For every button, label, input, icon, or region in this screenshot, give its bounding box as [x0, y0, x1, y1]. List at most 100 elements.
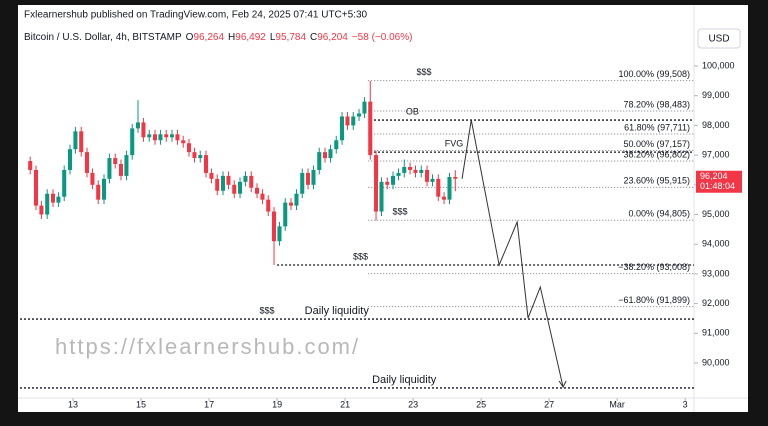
y-tick-label: 95,000	[702, 209, 730, 219]
x-tick-label: 25	[476, 399, 486, 409]
candle-body	[425, 169, 430, 182]
candle-body	[334, 140, 339, 150]
symbol: Bitcoin / U.S. Dollar, 4h, BITSTAMP	[24, 32, 182, 43]
candle-body	[175, 134, 180, 141]
level-label: $$$	[353, 251, 368, 261]
x-tick-label: 23	[408, 399, 418, 409]
candle-body	[39, 205, 44, 215]
x-tick-label: 21	[340, 399, 350, 409]
level-label: FVG	[445, 139, 464, 149]
candle-body	[408, 166, 413, 170]
candle-body	[67, 149, 73, 170]
candle-body	[62, 169, 67, 197]
fib-label: 100.00% (99,508)	[618, 69, 690, 79]
candle-body	[124, 155, 129, 176]
ohlc-value: 96,264	[193, 32, 224, 43]
candle-body	[96, 184, 101, 200]
candle-body	[158, 134, 163, 141]
x-tick-label: 3	[683, 399, 688, 409]
candle-body	[402, 166, 407, 173]
candle-body	[266, 199, 271, 212]
candle-body	[272, 211, 277, 242]
candle-body	[430, 178, 435, 182]
candle-body	[374, 155, 379, 212]
candle-body	[294, 193, 299, 206]
candle-body	[164, 134, 169, 138]
y-tick-label: 99,000	[702, 90, 730, 100]
candle-body	[192, 152, 197, 159]
candle-body	[135, 122, 141, 129]
candle-body	[317, 152, 322, 170]
candle-body	[220, 175, 226, 191]
candle-body	[147, 134, 152, 138]
candle-body	[277, 226, 282, 242]
fib-label: −61.80% (91,899)	[618, 295, 690, 305]
candle-body	[56, 196, 61, 203]
x-tick-label: Mar	[609, 399, 625, 409]
candle-body	[243, 175, 248, 182]
candle-body	[198, 155, 203, 159]
y-tick-label: 97,000	[702, 149, 730, 159]
candle-body	[33, 169, 39, 206]
price-badge-value: 96,204	[700, 171, 728, 181]
fib-label: 23.60% (95,915)	[623, 176, 690, 186]
ohlc-key: L	[270, 32, 276, 43]
candle-body	[283, 202, 288, 227]
candle-body	[362, 101, 367, 114]
watermark: https://fxlearnershub.com/	[55, 334, 360, 359]
candle-body	[50, 193, 56, 203]
ohlc-value: 96,204	[317, 32, 348, 43]
y-tick-label: 92,000	[702, 298, 730, 308]
fib-label: 78.20% (98,483)	[623, 99, 690, 109]
ohlc-key: O	[186, 32, 194, 43]
x-tick-label: 27	[544, 399, 554, 409]
x-tick-label: 13	[68, 399, 78, 409]
candle-body	[152, 134, 158, 141]
x-tick-label: 17	[204, 399, 214, 409]
fib-label: 61.80% (97,711)	[624, 122, 690, 132]
candle-body	[101, 178, 107, 200]
candle-body	[73, 131, 78, 150]
ohlc-key: C	[310, 32, 317, 43]
y-tick-label: 94,000	[702, 239, 730, 249]
candle-body	[368, 101, 373, 156]
price-badge	[696, 170, 742, 193]
candle-body	[209, 172, 214, 179]
candle-body	[118, 164, 124, 176]
fib-label: 0.00% (94,805)	[628, 209, 690, 219]
candle-body	[379, 181, 384, 212]
currency[interactable]: USD	[708, 34, 729, 45]
candle-body	[181, 140, 186, 144]
currency-button[interactable]	[697, 28, 741, 49]
candle-body	[130, 128, 135, 156]
candle-body	[385, 181, 390, 185]
candle-body	[306, 172, 311, 185]
candle-body	[232, 184, 237, 194]
candle-body	[419, 169, 424, 173]
candle-body	[215, 178, 220, 191]
candle-body	[391, 175, 396, 185]
candle-body	[436, 178, 441, 197]
candle-body	[323, 152, 328, 159]
candle-body	[169, 134, 175, 138]
fib-label: 38.20% (96,802)	[623, 149, 690, 159]
ohlc-value: 96,492	[235, 32, 266, 43]
candle-body	[113, 158, 118, 165]
x-tick-label: 15	[136, 399, 146, 409]
y-tick-label: 90,000	[702, 357, 730, 367]
ohlc-value: 95,784	[275, 32, 306, 43]
candle-body	[226, 175, 231, 185]
candle-body	[186, 143, 192, 153]
liquidity-tag: $$$	[259, 305, 274, 315]
candle-body	[340, 116, 345, 141]
y-tick-label: 100,000	[702, 60, 735, 70]
candle-body	[300, 172, 305, 194]
candle-body	[249, 175, 254, 188]
level-label: Daily liquidity	[305, 305, 370, 317]
projection-path	[461, 119, 564, 388]
liquidity-tag: $$$	[416, 67, 431, 77]
candle-body	[396, 172, 401, 176]
candle-body	[28, 161, 33, 170]
y-tick-label: 98,000	[702, 120, 730, 130]
symbol-line: Bitcoin / U.S. Dollar, 4h, BITSTAMP O96,2…	[24, 32, 412, 43]
